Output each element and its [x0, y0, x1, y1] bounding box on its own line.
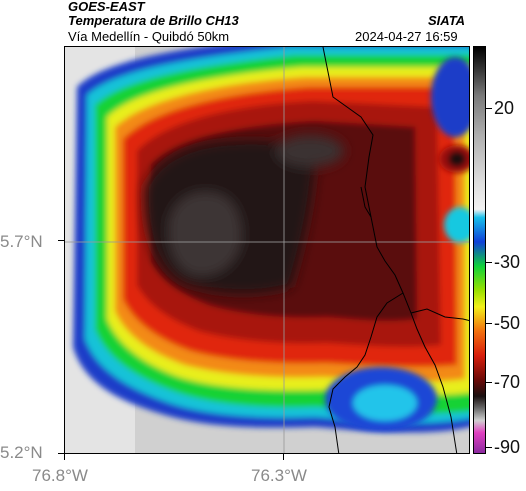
colorbar-tick-mark — [486, 447, 492, 448]
brightness-temperature-field — [65, 47, 469, 453]
colorbar-tick-mark — [486, 382, 492, 383]
lon-tick-mark — [283, 454, 284, 460]
lat-tick-mark — [58, 453, 64, 454]
colorbar-tick-label: -50 — [494, 313, 521, 333]
colorbar-tick-mark — [486, 108, 492, 109]
colorbar-tick-label: -90 — [494, 437, 521, 457]
region-label: Vía Medellín - Quibdó 50km — [68, 29, 230, 44]
colorbar-tick-label: -30 — [494, 252, 521, 272]
satellite-name: GOES-EAST — [68, 0, 145, 14]
lat-label: 5.7°N — [0, 232, 43, 251]
colorbar-tick-label: -70 — [494, 372, 521, 392]
satellite-map[interactable] — [64, 46, 470, 454]
colorbar-tick-label: 20 — [494, 98, 515, 118]
source-label: SIATA — [428, 13, 466, 28]
colorbar — [473, 46, 486, 454]
lon-label: 76.8°W — [32, 466, 88, 485]
product-title: Temperatura de Brillo CH13 — [68, 13, 239, 28]
lat-tick-mark — [58, 240, 64, 241]
colorbar-tick-mark — [486, 262, 492, 263]
admin-borders — [322, 47, 469, 453]
lon-tick-mark — [64, 454, 65, 460]
lon-label: 76.3°W — [251, 466, 307, 485]
lat-label: 5.2°N — [0, 443, 43, 462]
datetime-label: 2024-04-27 16:59 — [355, 29, 458, 44]
colorbar-tick-mark — [486, 323, 492, 324]
